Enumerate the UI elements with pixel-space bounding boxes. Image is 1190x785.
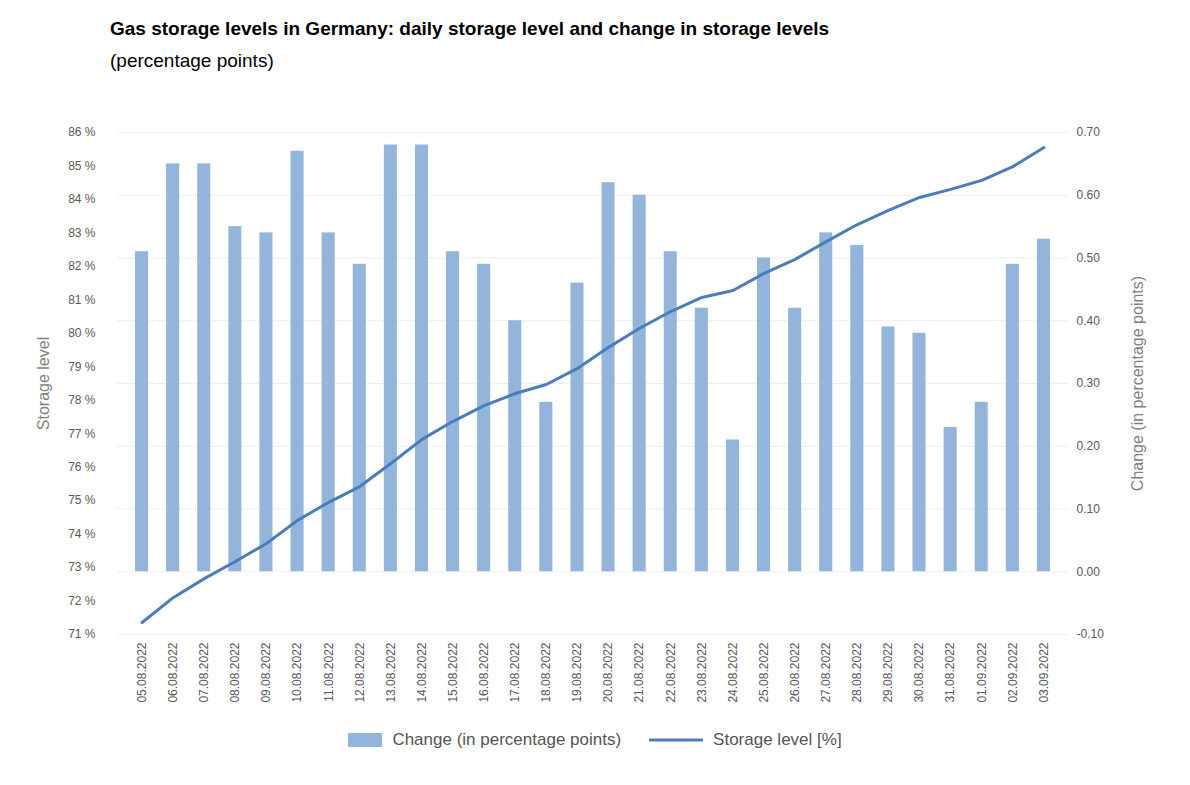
svg-text:31.08.2022: 31.08.2022 — [943, 642, 957, 702]
svg-text:-0.10: -0.10 — [1077, 627, 1105, 641]
svg-text:71 %: 71 % — [68, 627, 96, 641]
svg-text:22.08.2022: 22.08.2022 — [664, 642, 678, 702]
svg-text:11.08.2022: 11.08.2022 — [322, 642, 336, 701]
svg-text:76 %: 76 % — [68, 460, 96, 474]
svg-text:16.08.2022: 16.08.2022 — [477, 642, 491, 702]
svg-text:25.08.2022: 25.08.2022 — [757, 642, 771, 702]
svg-text:81 %: 81 % — [68, 293, 96, 307]
svg-text:08.08.2022: 08.08.2022 — [228, 642, 242, 702]
svg-text:21.08.2022: 21.08.2022 — [632, 642, 646, 702]
svg-text:27.08.2022: 27.08.2022 — [819, 642, 833, 702]
svg-text:10.08.2022: 10.08.2022 — [290, 642, 304, 702]
svg-text:78 %: 78 % — [68, 393, 96, 407]
html-text:Storage level [%]: Storage level [%] — [713, 730, 842, 749]
svg-text:86 %: 86 % — [68, 125, 96, 139]
svg-text:0.50: 0.50 — [1077, 251, 1101, 265]
svg-text:Change (in percentage points): Change (in percentage points) — [1129, 276, 1146, 491]
svg-text:26.08.2022: 26.08.2022 — [788, 642, 802, 702]
svg-text:82 %: 82 % — [68, 259, 96, 273]
html-text:Gas storage levels in Germany:: Gas storage levels in Germany: daily sto… — [110, 18, 830, 39]
svg-text:0.60: 0.60 — [1077, 188, 1101, 202]
svg-text:06.08.2022: 06.08.2022 — [166, 642, 180, 702]
svg-text:01.09.2022: 01.09.2022 — [975, 642, 989, 702]
svg-text:28.08.2022: 28.08.2022 — [850, 642, 864, 702]
svg-text:07.08.2022: 07.08.2022 — [197, 642, 211, 702]
svg-text:72 %: 72 % — [68, 594, 96, 608]
svg-text:0.20: 0.20 — [1077, 439, 1101, 453]
svg-text:0.00: 0.00 — [1077, 565, 1101, 579]
svg-text:03.09.2022: 03.09.2022 — [1037, 642, 1051, 702]
svg-text:80 %: 80 % — [68, 326, 96, 340]
svg-text:85 %: 85 % — [68, 159, 96, 173]
svg-text:74 %: 74 % — [68, 527, 96, 541]
svg-text:30.08.2022: 30.08.2022 — [912, 642, 926, 702]
svg-text:13.08.2022: 13.08.2022 — [384, 642, 398, 702]
svg-text:0.30: 0.30 — [1077, 376, 1101, 390]
svg-text:19.08.2022: 19.08.2022 — [570, 642, 584, 702]
svg-text:18.08.2022: 18.08.2022 — [539, 642, 553, 702]
svg-text:05.08.2022: 05.08.2022 — [135, 642, 149, 702]
svg-text:84 %: 84 % — [68, 192, 96, 206]
svg-text:73 %: 73 % — [68, 560, 96, 574]
svg-text:17.08.2022: 17.08.2022 — [508, 642, 522, 702]
svg-text:15.08.2022: 15.08.2022 — [446, 642, 460, 702]
svg-text:75 %: 75 % — [68, 493, 96, 507]
svg-text:77 %: 77 % — [68, 427, 96, 441]
svg-text:20.08.2022: 20.08.2022 — [601, 642, 615, 702]
svg-text:02.09.2022: 02.09.2022 — [1006, 642, 1020, 702]
svg-text:23.08.2022: 23.08.2022 — [695, 642, 709, 702]
svg-text:24.08.2022: 24.08.2022 — [726, 642, 740, 702]
svg-text:0.10: 0.10 — [1077, 502, 1101, 516]
svg-text:14.08.2022: 14.08.2022 — [415, 642, 429, 702]
svg-text:83 %: 83 % — [68, 226, 96, 240]
svg-text:12.08.2022: 12.08.2022 — [353, 642, 367, 702]
svg-text:Storage level: Storage level — [35, 337, 52, 430]
svg-text:79 %: 79 % — [68, 360, 96, 374]
svg-text:0.70: 0.70 — [1077, 125, 1101, 139]
svg-text:29.08.2022: 29.08.2022 — [881, 642, 895, 702]
html-text:Change (in percentage points): Change (in percentage points) — [392, 730, 622, 749]
html-text:(percentage points): (percentage points) — [110, 50, 274, 71]
svg-text:0.40: 0.40 — [1077, 314, 1101, 328]
svg-text:09.08.2022: 09.08.2022 — [259, 642, 273, 702]
